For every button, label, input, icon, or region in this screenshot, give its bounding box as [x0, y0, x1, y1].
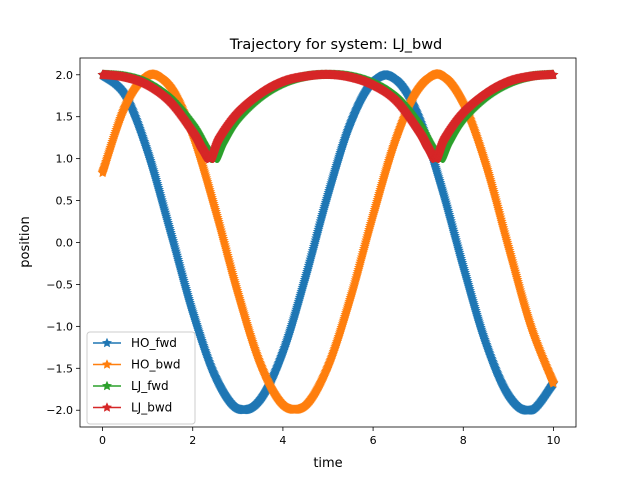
x-tick-label: 4	[279, 434, 286, 447]
x-axis-label: time	[313, 456, 342, 471]
y-axis-label: position	[18, 216, 33, 268]
legend-item-LJ_bwd: LJ_bwd	[93, 401, 172, 415]
x-tick-label: 10	[546, 434, 560, 447]
plot-area: 0 2 4 6 8 10 −2.0 −1.5 −1.0 −0.5 0.0 0.5 1.0 1.5 2.0	[46, 57, 577, 447]
legend-item-LJ_fwd: LJ_fwd	[93, 379, 169, 393]
legend-label: LJ_bwd	[131, 401, 172, 415]
series-HO_bwd	[97, 69, 559, 414]
legend: HO_fwd HO_bwd LJ_fwd LJ_bwd	[86, 331, 196, 425]
x-tick-label: 0	[99, 434, 106, 447]
series-marker	[548, 378, 559, 388]
legend-marker	[102, 359, 112, 369]
legend-box	[86, 331, 196, 425]
legend-marker	[102, 380, 112, 391]
y-tick-label: 0.5	[56, 195, 74, 208]
series-LJ_bwd	[97, 69, 559, 164]
legend-label: HO_fwd	[131, 336, 177, 350]
y-tick-label: −2.0	[46, 404, 73, 417]
legend-marker	[102, 402, 112, 412]
legend-item-HO_bwd: HO_bwd	[93, 358, 181, 372]
legend-label: HO_bwd	[131, 358, 181, 372]
x-tick-label: 8	[460, 434, 467, 447]
series-marker	[548, 69, 559, 79]
legend-marker	[102, 337, 112, 348]
legend-item-HO_fwd: HO_fwd	[93, 336, 177, 350]
y-tick-label: 0.0	[56, 237, 74, 250]
y-tick-label: −1.0	[46, 320, 73, 333]
y-tick-label: −1.5	[46, 362, 73, 375]
y-tick-label: 1.5	[56, 111, 74, 124]
y-tick-label: 1.0	[56, 153, 74, 166]
y-tick-label: 2.0	[56, 69, 74, 82]
y-tick-label: −0.5	[46, 278, 73, 291]
chart-title: Trajectory for system: LJ_bwd	[229, 37, 443, 53]
x-tick-label: 6	[370, 434, 377, 447]
x-tick-label: 2	[189, 434, 196, 447]
legend-label: LJ_fwd	[131, 379, 169, 393]
